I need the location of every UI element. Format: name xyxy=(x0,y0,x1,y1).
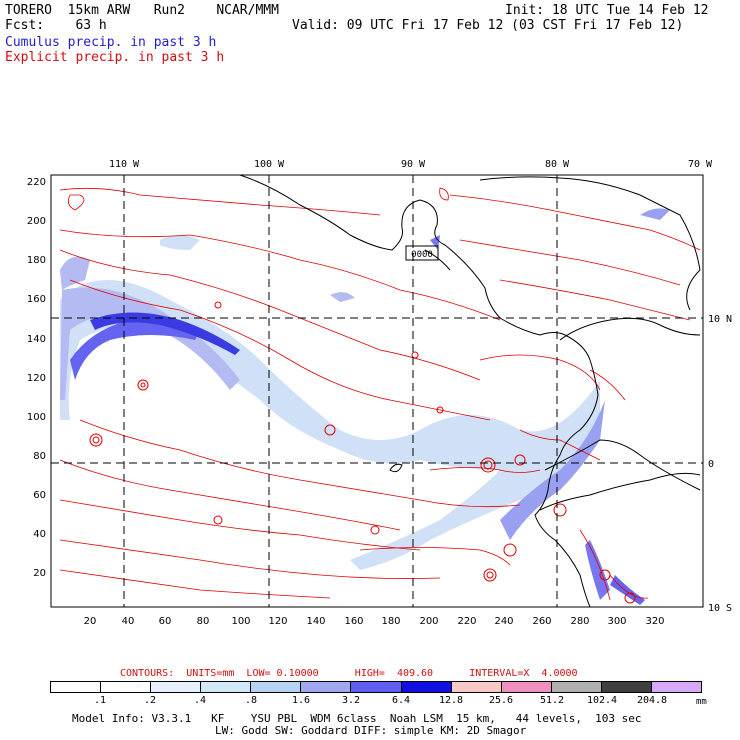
colorbar-label: .4 xyxy=(193,695,207,706)
contour-rings xyxy=(89,301,636,604)
colorbar-label: 1.6 xyxy=(291,695,311,706)
header-forecast: Fcst: 63 h xyxy=(5,18,107,33)
lon-labels: 110 W 100 W 90 W 80 W 70 W xyxy=(109,159,713,170)
x-tick: 180 xyxy=(381,616,400,627)
lon-label: 110 W xyxy=(109,159,140,170)
lon-label: 100 W xyxy=(254,159,285,170)
y-tick: 220 xyxy=(27,177,46,188)
contours-info: CONTOURS: UNITS=mm LOW= 0.10000 HIGH= 40… xyxy=(120,668,578,679)
colorbar-box xyxy=(351,682,402,692)
colorbar-labels: .1 .2 .4 .8 1.6 3.2 6.4 12.8 25.6 51.2 1… xyxy=(50,695,702,707)
lat-label: 10 N xyxy=(708,314,732,325)
x-tick: 200 xyxy=(419,616,438,627)
y-tick: 200 xyxy=(27,216,46,227)
y-tick: 100 xyxy=(27,412,46,423)
colorbar-label: .2 xyxy=(143,695,157,706)
colorbar-box xyxy=(501,682,552,692)
x-tick: 160 xyxy=(344,616,363,627)
model-physics: LW: Godd SW: Goddard DIFF: simple KM: 2D… xyxy=(215,724,527,737)
colorbar-label: 51.2 xyxy=(539,695,565,706)
header-title: TORERO 15km ARW Run2 NCAR/MMM xyxy=(5,3,279,18)
x-tick: 60 xyxy=(159,616,172,627)
x-tick: 40 xyxy=(122,616,135,627)
colorbar-box xyxy=(151,682,202,692)
colorbar-label: .1 xyxy=(93,695,107,706)
colorbar-label: 3.2 xyxy=(341,695,361,706)
x-tick: 240 xyxy=(494,616,513,627)
y-tick: 80 xyxy=(33,451,46,462)
x-axis: 20 40 60 80 100 120 140 160 180 200 220 … xyxy=(84,616,665,627)
lat-label: 0 xyxy=(708,459,714,470)
y-tick: 120 xyxy=(27,373,46,384)
colorbar-box xyxy=(551,682,602,692)
x-tick: 100 xyxy=(231,616,250,627)
x-tick: 80 xyxy=(197,616,210,627)
colorbar xyxy=(50,681,702,693)
x-tick: 220 xyxy=(457,616,476,627)
model-info: Model Info: V3.3.1 KF YSU PBL WDM 6class… xyxy=(72,712,642,725)
y-tick: 20 xyxy=(33,568,46,579)
colorbar-box xyxy=(401,682,452,692)
colorbar-box xyxy=(201,682,252,692)
field-cumulus-label: Cumulus precip. in past 3 h xyxy=(5,35,217,50)
colorbar-box xyxy=(251,682,302,692)
colorbar-box xyxy=(651,682,702,692)
lon-label: 90 W xyxy=(401,159,426,170)
colorbar-label: 25.6 xyxy=(488,695,514,706)
lon-label: 70 W xyxy=(688,159,713,170)
coastlines xyxy=(239,175,701,607)
lat-labels: 10 N 0 10 S xyxy=(708,314,732,614)
station-label: 0000 xyxy=(411,250,433,260)
colorbar-box xyxy=(301,682,352,692)
colorbar-label: 204.8 xyxy=(636,695,668,706)
colorbar-label: .8 xyxy=(244,695,258,706)
y-tick: 180 xyxy=(27,255,46,266)
y-tick: 60 xyxy=(33,490,46,501)
station-box xyxy=(405,245,439,261)
y-axis: 220 200 180 160 140 120 100 80 60 40 20 xyxy=(27,177,46,579)
colorbar-label: 102.4 xyxy=(586,695,618,706)
x-tick: 20 xyxy=(84,616,97,627)
colorbar-units: mm xyxy=(696,697,707,707)
colorbar-label: 6.4 xyxy=(391,695,411,706)
x-tick: 120 xyxy=(268,616,287,627)
colorbar-label: 12.8 xyxy=(438,695,464,706)
field-explicit-label: Explicit precip. in past 3 h xyxy=(5,50,225,65)
x-tick: 320 xyxy=(645,616,664,627)
y-tick: 160 xyxy=(27,294,46,305)
x-tick: 300 xyxy=(607,616,626,627)
latlon-grid xyxy=(51,175,703,607)
lon-label: 80 W xyxy=(545,159,570,170)
lat-label: 10 S xyxy=(708,603,732,614)
y-tick: 140 xyxy=(27,334,46,345)
colorbar-box xyxy=(451,682,502,692)
header-init: Init: 18 UTC Tue 14 Feb 12 xyxy=(505,3,709,18)
x-tick: 260 xyxy=(532,616,551,627)
x-tick: 280 xyxy=(570,616,589,627)
colorbar-box xyxy=(601,682,652,692)
header-valid: Valid: 09 UTC Fri 17 Feb 12 (03 CST Fri … xyxy=(292,18,684,33)
x-tick: 140 xyxy=(306,616,325,627)
colorbar-box xyxy=(51,682,102,692)
colorbar-box xyxy=(101,682,152,692)
map-frame xyxy=(50,174,704,608)
y-tick: 40 xyxy=(33,529,46,540)
